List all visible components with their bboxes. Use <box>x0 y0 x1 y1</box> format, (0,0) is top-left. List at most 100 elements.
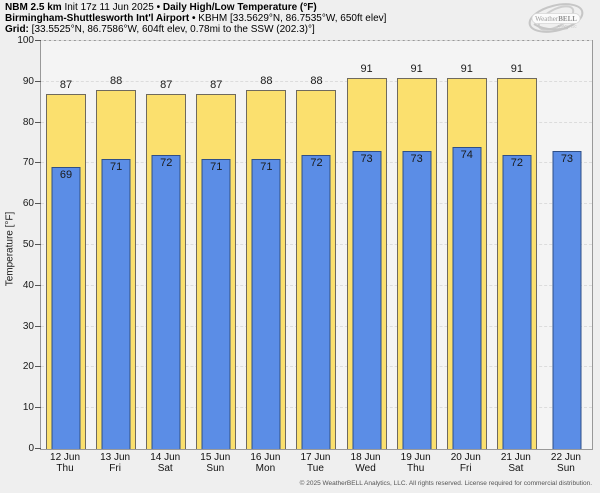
init-time: Init 17z 11 Jun 2025 <box>61 2 157 13</box>
x-axis-label: 20 Jun Fri <box>441 452 491 474</box>
header-line-1: NBM 2.5 km Init 17z 11 Jun 2025 • Daily … <box>5 2 386 13</box>
logo-subtitle: Analytics LLC <box>557 25 577 29</box>
low-bar: 72 <box>301 155 331 449</box>
x-label-day: Tue <box>307 463 324 474</box>
x-label-date: 16 Jun <box>250 452 281 463</box>
high-value-label: 87 <box>210 79 223 92</box>
x-label-day: Fri <box>459 463 472 474</box>
low-bar: 69 <box>51 167 81 449</box>
low-bar: 71 <box>251 159 281 449</box>
logo-brand-bell: BELL <box>558 15 577 23</box>
x-label-date: 22 Jun <box>550 452 581 463</box>
y-tick-mark <box>35 244 41 245</box>
high-value-label: 88 <box>109 74 123 87</box>
y-tick-label: 100 <box>17 35 34 46</box>
x-axis-label: 14 Jun Sat <box>140 452 190 474</box>
x-label-day: Sun <box>557 463 575 474</box>
y-tick-mark <box>35 40 41 41</box>
high-value-label: 91 <box>460 62 473 75</box>
station-name: Birmingham-Shuttlesworth Int'l Airport <box>5 13 190 24</box>
gridline <box>41 40 592 41</box>
footer-copyright: © 2025 WeatherBELL Analytics, LLC. All r… <box>299 480 592 487</box>
low-value-label: 71 <box>210 161 223 174</box>
x-label-date: 18 Jun <box>350 452 381 463</box>
y-tick-label: 10 <box>22 402 34 414</box>
y-tick-mark <box>35 325 41 327</box>
model-name: NBM 2.5 km <box>5 2 62 13</box>
low-bar: 74 <box>452 147 482 449</box>
bar-slot: 88 71 <box>241 41 291 449</box>
product-title: Daily High/Low Temperature (°F) <box>160 2 317 13</box>
x-axis-label: 12 Jun Thu <box>40 452 90 474</box>
separator-dot: • <box>192 13 196 24</box>
logo-brand-weather: Weather <box>535 15 559 23</box>
plot-area: 87 69 88 71 87 72 87 71 88 71 88 72 91 73 91 73 91 74 91 72… <box>35 40 593 450</box>
x-label-day: Mon <box>255 463 276 474</box>
y-tick-mark <box>35 407 41 409</box>
x-label-date: 14 Jun <box>150 452 181 463</box>
bar-slot: 91 72 <box>492 41 542 449</box>
header-line-3: Grid: [33.5525°N, 86.7586°W, 604ft elev,… <box>5 24 386 35</box>
low-value-label: 73 <box>410 153 423 166</box>
high-value-label: 91 <box>360 62 373 75</box>
x-label-day: Thu <box>407 463 425 474</box>
low-value-label: 74 <box>460 149 473 162</box>
x-label-day: Sat <box>508 463 524 474</box>
low-value-label: 72 <box>510 157 523 170</box>
low-value-label: 73 <box>360 153 373 166</box>
x-label-day: Sat <box>157 463 173 474</box>
chart-header: NBM 2.5 km Init 17z 11 Jun 2025 • Daily … <box>5 2 386 35</box>
x-axis-label: 17 Jun Tue <box>290 452 340 474</box>
y-tick-mark <box>35 448 41 449</box>
grid-info: [33.5525°N, 86.7586°W, 604ft elev, 0.78m… <box>28 24 315 35</box>
high-value-label: 87 <box>160 79 173 92</box>
x-label-day: Fri <box>109 463 121 474</box>
x-label-date: 13 Jun <box>100 452 131 463</box>
low-bar: 71 <box>101 159 131 449</box>
low-value-label: 71 <box>260 161 273 174</box>
y-tick-label: 60 <box>22 198 34 210</box>
low-bar: 72 <box>502 155 532 449</box>
y-tick-label: 50 <box>22 239 34 250</box>
y-tick-label: 0 <box>28 443 34 454</box>
y-axis-tick-labels: 0 10 20 30 40 50 60 70 80 90 100 <box>0 35 34 454</box>
low-bar: 73 <box>402 151 432 449</box>
bar-slot: 91 73 <box>342 41 392 449</box>
y-tick-label: 20 <box>22 361 34 373</box>
bar-slot: 87 72 <box>141 41 191 449</box>
x-label-day: Thu <box>56 463 74 474</box>
x-label-day: Sun <box>206 463 225 474</box>
low-bar: 73 <box>552 151 582 449</box>
x-axis-label: 15 Jun Sun <box>190 452 240 474</box>
low-value-label: 69 <box>59 169 73 182</box>
y-tick-mark <box>35 80 41 82</box>
low-bar: 71 <box>201 159 231 449</box>
x-axis-label: 22 Jun Sun <box>541 452 591 474</box>
x-axis-label: 19 Jun Thu <box>391 452 441 474</box>
low-value-label: 72 <box>160 157 173 170</box>
svg-text:WeatherBELL: WeatherBELL <box>535 15 577 23</box>
bar-slot: 87 71 <box>191 41 241 449</box>
low-bar: 72 <box>151 155 181 449</box>
x-axis-label: 16 Jun Mon <box>240 452 290 474</box>
weatherbell-logo: WeatherBELL Analytics LLC <box>520 2 592 36</box>
low-bar: 73 <box>352 151 382 449</box>
y-tick-mark <box>35 162 41 164</box>
bar-slot: 91 73 <box>392 41 442 449</box>
y-tick-mark <box>35 203 41 205</box>
y-tick-mark <box>35 366 41 368</box>
x-axis-label: 13 Jun Fri <box>90 452 140 474</box>
x-label-date: 17 Jun <box>300 452 331 463</box>
x-label-date: 19 Jun <box>400 452 431 463</box>
y-tick-label: 30 <box>22 320 34 332</box>
bar-slot: 73 <box>542 41 592 449</box>
y-tick-label: 80 <box>22 116 34 128</box>
x-label-day: Wed <box>355 463 376 474</box>
header-line-2: Birmingham-Shuttlesworth Int'l Airport •… <box>5 13 386 24</box>
logo-swirl-icon: WeatherBELL Analytics LLC <box>528 3 584 33</box>
x-axis-label: 21 Jun Sat <box>491 452 541 474</box>
separator-dot: • <box>156 2 161 13</box>
high-value-label: 91 <box>410 62 423 75</box>
high-value-label: 91 <box>510 62 523 75</box>
